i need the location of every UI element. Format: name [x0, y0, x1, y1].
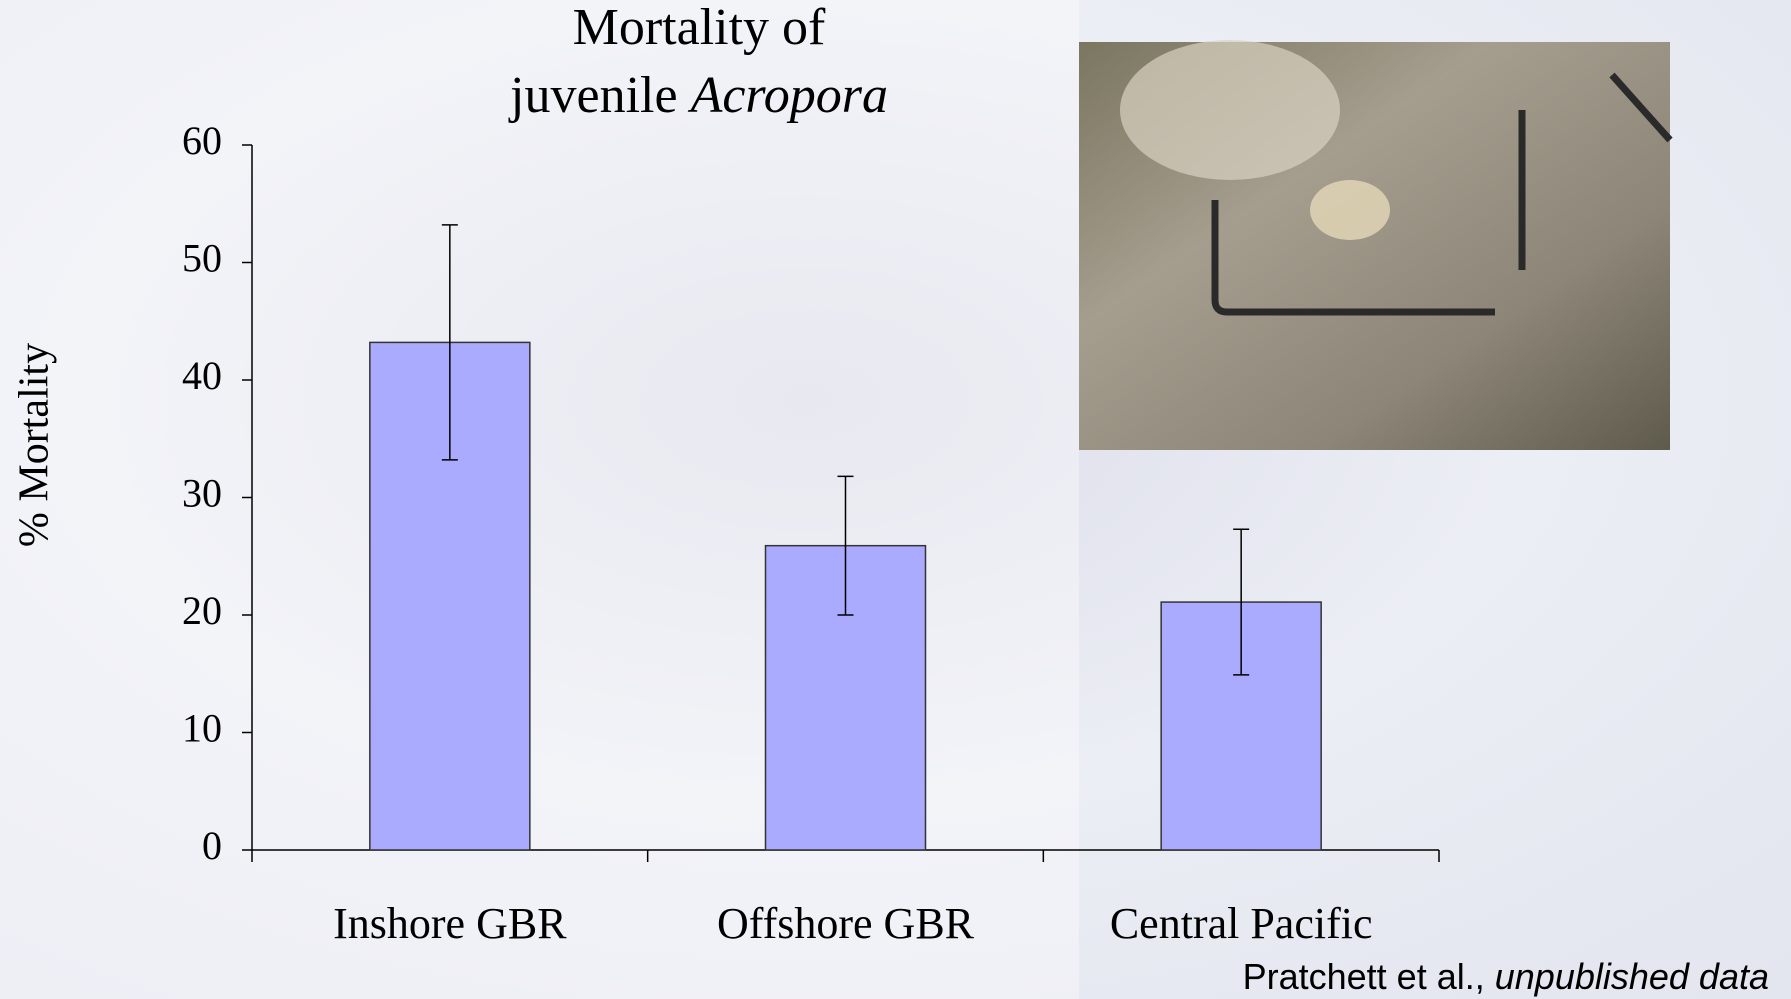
- y-tick-label: 50: [182, 236, 222, 281]
- credit-text: Pratchett et al.,: [1243, 956, 1485, 997]
- y-tick-label: 40: [182, 353, 222, 398]
- x-tick-label: Inshore GBR: [333, 899, 567, 948]
- error-bar: [837, 475, 854, 616]
- y-tick-label: 10: [182, 706, 222, 751]
- y-tick-label: 0: [202, 823, 222, 868]
- y-axis-label: % Mortality: [12, 343, 58, 547]
- chart-title-part: juvenile: [508, 67, 678, 124]
- chart-title-italic: Acropora: [688, 67, 888, 124]
- x-tick-label: Central Pacific: [1110, 899, 1373, 948]
- credit-italic: unpublished data: [1495, 956, 1769, 997]
- photo-frame-bar: [1211, 200, 1495, 316]
- photo-frame-bar: [1609, 72, 1673, 143]
- photo: [1079, 40, 1673, 450]
- y-tick-label: 30: [182, 471, 222, 516]
- credit: Pratchett et al., unpublished data: [1243, 956, 1769, 997]
- x-tick-label: Offshore GBR: [717, 899, 975, 948]
- y-tick-label: 60: [182, 118, 222, 163]
- photo-coral: [1310, 180, 1390, 240]
- chart-title: Mortality of: [573, 0, 826, 56]
- error-bar: [441, 224, 458, 461]
- photo-blur: [1120, 40, 1340, 180]
- chart-title: juvenile Acropora: [508, 67, 888, 124]
- error-bar: [1233, 528, 1250, 676]
- y-tick-label: 20: [182, 588, 222, 633]
